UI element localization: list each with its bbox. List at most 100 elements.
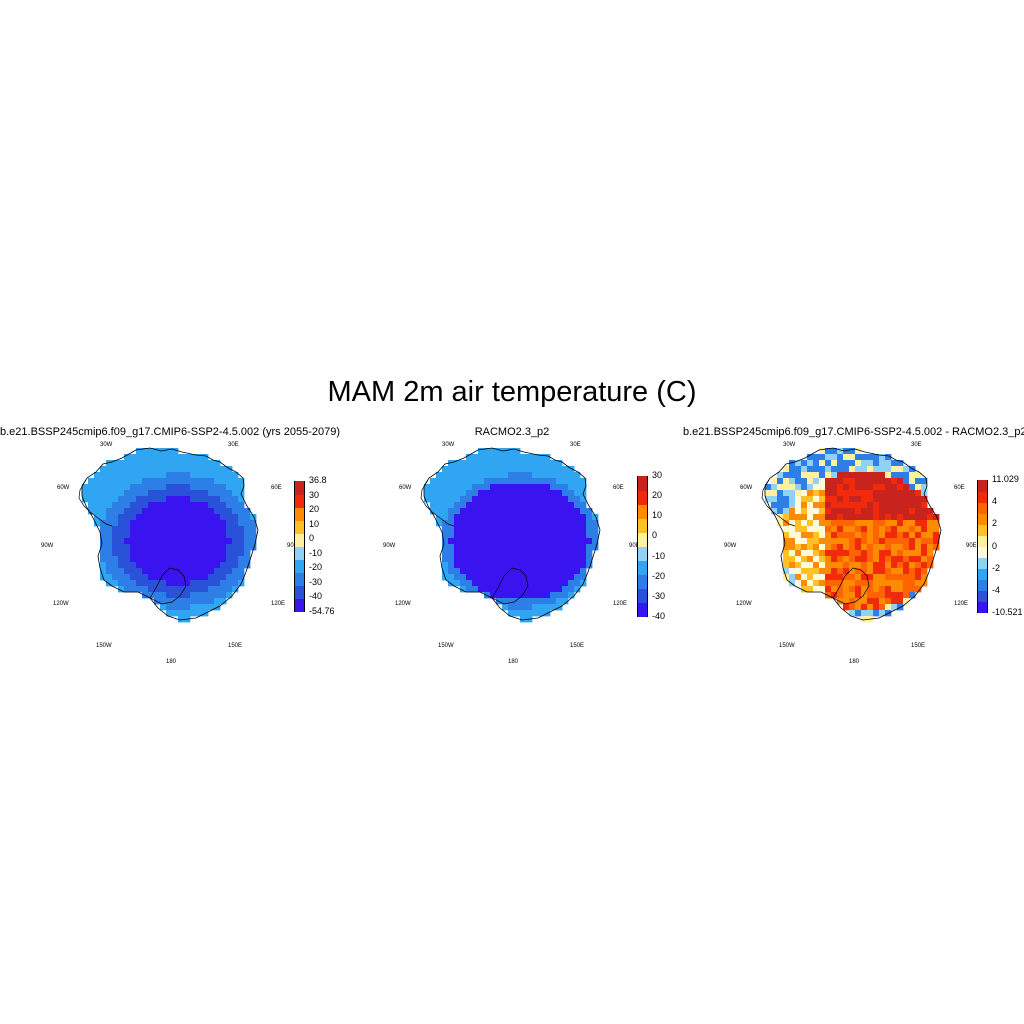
grid-cell — [556, 550, 563, 557]
colorbar-tick-label: -40 — [309, 591, 323, 602]
grid-cell — [466, 520, 473, 527]
grid-cell — [849, 586, 856, 593]
grid-cell — [879, 472, 886, 479]
grid-cell — [154, 478, 161, 485]
grid-cell — [466, 514, 473, 521]
grid-cell — [520, 484, 527, 491]
grid-cell — [891, 592, 898, 599]
grid-cell — [142, 550, 149, 557]
grid-cell — [88, 484, 95, 491]
grid-cell — [532, 610, 539, 617]
grid-cell — [909, 574, 916, 581]
grid-cell — [514, 448, 521, 455]
grid-cell — [783, 496, 790, 503]
grid-cell — [196, 532, 203, 539]
grid-cell — [885, 538, 892, 545]
grid-cell — [795, 502, 802, 509]
grid-cell — [442, 568, 449, 575]
grid-cell — [544, 556, 551, 563]
grid-cell — [478, 466, 485, 473]
grid-cell — [490, 592, 497, 599]
grid-cell — [172, 496, 179, 503]
grid-cell — [160, 472, 167, 479]
grid-cell — [100, 526, 107, 533]
grid-cell — [130, 544, 137, 551]
grid-cell — [807, 502, 814, 509]
grid-cell — [190, 490, 197, 497]
grid-cell — [106, 580, 113, 587]
grid-cell — [130, 532, 137, 539]
grid-cell — [142, 472, 149, 479]
grid-cell — [562, 598, 569, 605]
grid-cell — [190, 592, 197, 599]
grid-cell — [178, 484, 185, 491]
ice-shelf-outline — [832, 567, 870, 605]
grid-cell — [819, 574, 826, 581]
grid-cell — [861, 526, 868, 533]
grid-cell — [94, 508, 101, 515]
grid-cell — [154, 466, 161, 473]
grid-cell — [514, 532, 521, 539]
grid-cell — [879, 556, 886, 563]
grid-cell — [478, 454, 485, 461]
grid-cell — [807, 550, 814, 557]
grid-cell — [106, 574, 113, 581]
grid-cell — [867, 598, 874, 605]
grid-cell — [825, 472, 832, 479]
grid-cell — [436, 490, 443, 497]
grid-cell — [574, 568, 581, 575]
grid-cell — [921, 526, 928, 533]
grid-cell — [849, 496, 856, 503]
grid-cell — [526, 520, 533, 527]
grid-cell — [154, 568, 161, 575]
colorbar-segment — [978, 524, 987, 536]
grid-cell — [807, 514, 814, 521]
grid-cell — [861, 598, 868, 605]
grid-cell — [514, 478, 521, 485]
grid-cell — [490, 580, 497, 587]
grid-cell — [202, 598, 209, 605]
grid-cell — [843, 454, 850, 461]
grid-cell — [172, 550, 179, 557]
grid-cell — [226, 526, 233, 533]
grid-cell — [574, 574, 581, 581]
grid-cell — [807, 562, 814, 569]
lon-label-90e: 90E — [629, 543, 640, 549]
grid-cell — [184, 556, 191, 563]
grid-cell — [436, 478, 443, 485]
grid-cell — [807, 568, 814, 575]
grid-cell — [514, 586, 521, 593]
grid-cell — [220, 562, 227, 569]
grid-cell — [190, 568, 197, 575]
grid-cell — [112, 484, 119, 491]
lon-label-90w: 90W — [41, 543, 54, 549]
lon-label-30e: 30E — [911, 442, 922, 448]
grid-cell — [861, 574, 868, 581]
grid-cell — [214, 466, 221, 473]
grid-cell — [466, 508, 473, 515]
grid-cell — [160, 568, 167, 575]
grid-cell — [178, 616, 185, 623]
grid-cell — [885, 556, 892, 563]
grid-cell — [801, 508, 808, 515]
grid-cell — [783, 532, 790, 539]
grid-cell — [520, 592, 527, 599]
grid-cell — [442, 526, 449, 533]
grid-cell — [819, 544, 826, 551]
grid-cell — [478, 538, 485, 545]
grid-cell — [508, 484, 515, 491]
grid-cell — [112, 508, 119, 515]
grid-cell — [172, 610, 179, 617]
grid-cell — [556, 592, 563, 599]
grid-cell — [496, 472, 503, 479]
grid-cell — [801, 568, 808, 575]
grid-cell — [130, 556, 137, 563]
grid-cell — [238, 544, 245, 551]
grid-cell — [897, 538, 904, 545]
grid-cell — [460, 460, 467, 467]
grid-cell — [136, 490, 143, 497]
grid-cell — [160, 466, 167, 473]
grid-cell — [777, 520, 784, 527]
grid-cell — [526, 490, 533, 497]
grid-cell — [244, 556, 251, 563]
